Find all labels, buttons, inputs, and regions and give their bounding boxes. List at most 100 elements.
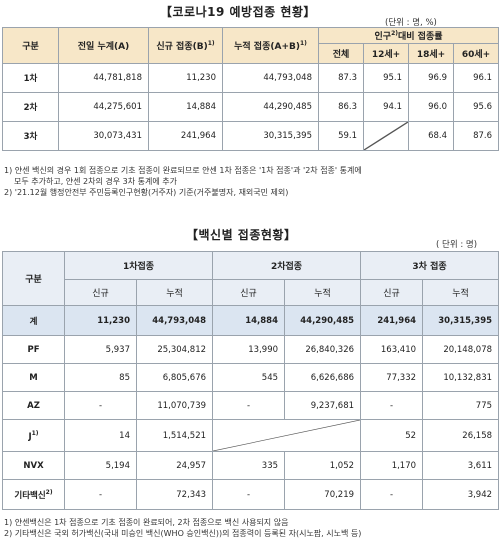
cell-d3-new: - <box>360 391 424 420</box>
table-row: 2차 44,275,601 14,884 44,290,485 86.3 94.… <box>2 92 500 122</box>
cell-d2-cum: 9,237,681 <box>284 391 362 420</box>
cell-d2-cum: 44,290,485 <box>284 305 362 336</box>
cell-new: 11,230 <box>148 63 223 93</box>
cell-d2-new: 545 <box>212 363 286 392</box>
cell-d2-new: 14,884 <box>212 305 286 336</box>
cell-prev: 44,781,818 <box>58 63 149 93</box>
row-label: AZ <box>2 391 65 420</box>
header-prev-cumulative: 전일 누계(A) <box>58 27 149 64</box>
table-row-total: 계 11,230 44,793,048 14,884 44,290,485 24… <box>2 305 500 336</box>
row-label: J <box>28 431 32 442</box>
row-label: 1차 <box>2 63 59 93</box>
cell-all: 87.3 <box>318 63 364 93</box>
cell-d1-new: 85 <box>64 363 137 392</box>
table-row: M 85 6,805,676 545 6,626,686 77,332 10,1… <box>2 363 500 392</box>
cell-age12: 94.1 <box>363 92 409 122</box>
header-new: 신규 접종(B)1) <box>148 27 223 64</box>
cell-d1-new: - <box>64 391 137 420</box>
cell-d3-new: - <box>360 479 424 510</box>
header-age18: 18세+ <box>408 43 454 64</box>
row-label-cell: J1) <box>2 419 65 452</box>
cell-d2-cum: 1,052 <box>284 451 362 480</box>
section2-unit: ( 단위 : 명) <box>436 240 478 250</box>
cell-d3-cum: 30,315,395 <box>422 305 500 336</box>
section2-notes: 1) 얀센백신은 1차 접종으로 기초 접종이 완료되어, 2차 접종으로 백신… <box>4 517 498 539</box>
cell-d2-cum: 26,840,326 <box>284 335 362 364</box>
cell-prev: 44,275,601 <box>58 92 149 122</box>
cell-all: 86.3 <box>318 92 364 122</box>
row-label: 계 <box>2 305 65 336</box>
header-age12: 12세+ <box>363 43 409 64</box>
header-new-label: 신규 접종(B) <box>156 42 208 52</box>
cell-d2-new: - <box>212 479 286 510</box>
cell-age12: 95.1 <box>363 63 409 93</box>
row-label: 2차 <box>2 92 59 122</box>
cell-d1-cum: 25,304,812 <box>135 335 214 364</box>
row-label-cell: 기타백신2) <box>2 479 65 510</box>
table-row: PF 5,937 25,304,812 13,990 26,840,326 16… <box>2 335 500 364</box>
cell-new: 14,884 <box>148 92 223 122</box>
cell-d3-cum: 26,158 <box>422 419 500 452</box>
row-label: M <box>2 363 65 392</box>
row-label: PF <box>2 335 65 364</box>
section2-title: 【백신별 접종현황】 <box>186 228 297 242</box>
cell-cum: 44,793,048 <box>222 63 319 93</box>
cell-d1-cum: 72,343 <box>135 479 214 510</box>
cell-d3-cum: 775 <box>422 391 500 420</box>
header-cum: 누적 <box>135 279 214 306</box>
cell-d3-cum: 3,611 <box>422 451 500 480</box>
header-cum: 누적 <box>284 279 362 306</box>
note-line: 모두 추가하고, 얀센 2차의 경우 3차 통계에 추가 <box>14 177 178 186</box>
header-dose3: 3차 접종 <box>360 251 500 280</box>
cell-d2-new: - <box>212 391 286 420</box>
cell-d1-cum: 6,805,676 <box>135 363 214 392</box>
diagonal-line <box>213 420 360 451</box>
header-dose1: 1차접종 <box>63 251 214 280</box>
table-row: 1차 44,781,818 11,230 44,793,048 87.3 95.… <box>2 63 500 93</box>
row-label-sup: 2) <box>45 488 53 496</box>
cell-age18: 96.0 <box>408 92 454 122</box>
header-pop-rate: 인구2)대비 접종률 <box>317 27 500 44</box>
header-cum-sup: 1) <box>299 40 307 47</box>
cell-age18: 96.9 <box>408 63 454 93</box>
cell-d2-na <box>212 419 362 452</box>
header-cumulative: 누적 접종(A+B)1) <box>222 27 319 64</box>
cell-d1-cum: 1,514,521 <box>135 419 214 452</box>
cell-d3-new: 1,170 <box>360 451 424 480</box>
cell-d1-new: 11,230 <box>64 305 137 336</box>
header-pop-tail: 대비 접종률 <box>397 32 443 42</box>
section1-unit: (단위 : 명, %) <box>385 18 437 28</box>
cell-prev: 30,073,431 <box>58 121 149 151</box>
header-pop-label: 인구 <box>374 32 392 42</box>
row-label-sup: 1) <box>31 429 39 437</box>
cell-d3-new: 163,410 <box>360 335 424 364</box>
note-line: 2) 기타백신은 국외 허가백신(국내 미승인 백신(WHO 승인백신))의 접… <box>4 529 362 538</box>
header-new: 신규 <box>64 279 137 306</box>
cell-d3-cum: 20,148,078 <box>422 335 500 364</box>
header-new: 신규 <box>360 279 424 306</box>
cell-d3-new: 52 <box>360 419 424 452</box>
row-label: 3차 <box>2 121 59 151</box>
header-category: 구분 <box>2 27 59 64</box>
header-dose2: 2차접종 <box>212 251 362 280</box>
note-line: 1) 얀센 백신의 경우 1회 접종으로 기초 접종이 완료되므로 얀센 1차 … <box>4 166 362 175</box>
vaccination-status-table: 구분 전일 누계(A) 신규 접종(B)1) 누적 접종(A+B)1) 인구2)… <box>2 27 500 151</box>
cell-d2-new: 335 <box>212 451 286 480</box>
cell-d3-new: 77,332 <box>360 363 424 392</box>
cell-new: 241,964 <box>148 121 223 151</box>
header-new: 신규 <box>212 279 286 306</box>
cell-d1-new: 5,937 <box>64 335 137 364</box>
header-all: 전체 <box>318 43 364 64</box>
header-category: 구분 <box>2 251 65 306</box>
table-row: 3차 30,073,431 241,964 30,315,395 59.1 68… <box>2 121 500 151</box>
table-row: AZ - 11,070,739 - 9,237,681 - 775 <box>2 391 500 420</box>
table-row: NVX 5,194 24,957 335 1,052 1,170 3,611 <box>2 451 500 480</box>
cell-age18: 68.4 <box>408 121 454 151</box>
cell-d1-cum: 11,070,739 <box>135 391 214 420</box>
table-row: J1) 14 1,514,521 52 26,158 <box>2 419 500 452</box>
cell-d2-cum: 70,219 <box>284 479 362 510</box>
header-new-sup: 1) <box>207 40 215 47</box>
cell-age60: 95.6 <box>452 92 500 122</box>
cell-d1-new: 5,194 <box>64 451 137 480</box>
diagonal-line <box>364 122 408 150</box>
